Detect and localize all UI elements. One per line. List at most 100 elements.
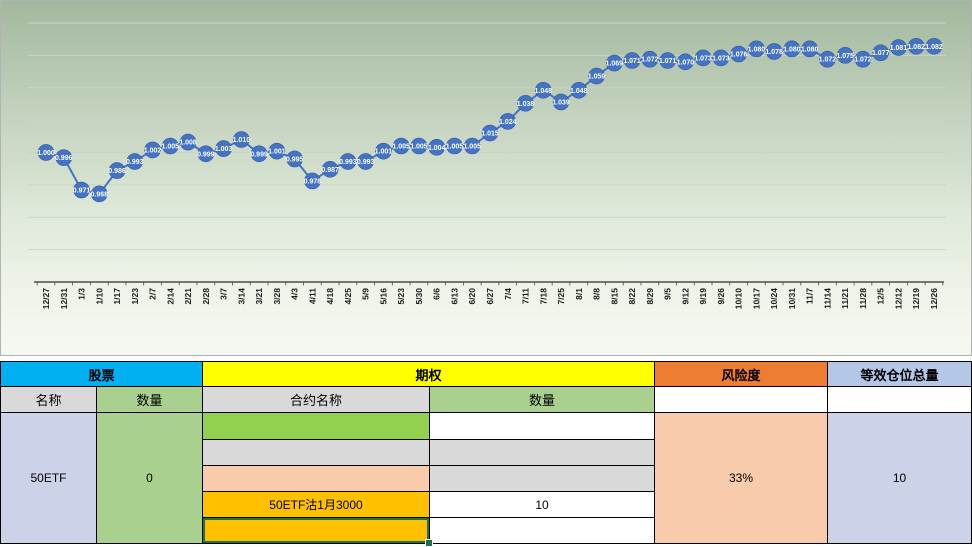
svg-text:1.000: 1.000 [37, 150, 55, 157]
svg-text:10/31: 10/31 [787, 288, 797, 310]
svg-text:12/19: 12/19 [911, 288, 921, 310]
svg-text:1.008: 1.008 [179, 140, 197, 147]
svg-text:11/14: 11/14 [822, 288, 832, 309]
positions-table: 股票 期权 风险度 等效仓位总量 名称 数量 合约名称 数量 50ETF 0 5… [0, 361, 972, 547]
svg-text:8/15: 8/15 [609, 288, 619, 305]
svg-text:1.073: 1.073 [712, 55, 730, 62]
contract-qty-cell-4[interactable]: 10 [430, 492, 655, 518]
svg-text:1.003: 1.003 [215, 146, 233, 153]
contract-qty-cell-1[interactable] [430, 413, 655, 440]
svg-text:1.080: 1.080 [801, 46, 819, 53]
contract-name-subheader[interactable]: 合约名称 [203, 387, 430, 413]
data-labels: 1.0000.9960.9710.9680.9860.9931.0021.005… [37, 44, 943, 199]
svg-text:1/3: 1/3 [77, 288, 87, 300]
svg-text:1.072: 1.072 [819, 57, 837, 64]
net-value-chart[interactable]: 1.000 0.996 0.971 0.968 0.986 0.993 1.002 1.005… [0, 0, 972, 356]
svg-text:12/26: 12/26 [929, 288, 939, 310]
svg-text:0.987: 0.987 [321, 167, 339, 174]
svg-text:1.001: 1.001 [268, 149, 286, 156]
contract-name-cell-2[interactable] [203, 440, 430, 466]
svg-text:1.082: 1.082 [907, 44, 925, 51]
svg-text:0.993: 0.993 [357, 159, 375, 166]
risk-header[interactable]: 风险度 [655, 362, 828, 387]
svg-text:1.059: 1.059 [588, 74, 606, 81]
svg-text:4/11: 4/11 [307, 288, 317, 304]
risk-value-cell[interactable]: 33% [655, 413, 828, 544]
svg-text:5/23: 5/23 [396, 288, 406, 305]
contract-name-cell-3[interactable] [203, 466, 430, 492]
svg-text:1.005: 1.005 [162, 144, 180, 151]
svg-text:5/16: 5/16 [378, 288, 388, 305]
svg-text:6/13: 6/13 [449, 288, 459, 305]
svg-text:2/21: 2/21 [183, 288, 193, 305]
svg-text:1.010: 1.010 [233, 137, 251, 144]
contract-name-cell-5-selected[interactable] [203, 518, 433, 547]
svg-text:4/18: 4/18 [325, 288, 335, 305]
svg-text:3/14: 3/14 [236, 288, 246, 305]
x-axis [34, 281, 944, 286]
svg-text:1.039: 1.039 [552, 99, 570, 106]
svg-text:12/27: 12/27 [41, 288, 51, 310]
svg-text:1.072: 1.072 [641, 57, 659, 64]
svg-text:1.082: 1.082 [925, 44, 943, 51]
svg-text:12/12: 12/12 [893, 288, 903, 310]
svg-text:0.995: 0.995 [286, 156, 304, 163]
svg-text:1.075: 1.075 [836, 53, 854, 60]
contract-name-cell-4[interactable]: 50ETF沽1月3000 [203, 492, 430, 518]
svg-text:1.071: 1.071 [659, 58, 677, 65]
svg-text:6/20: 6/20 [467, 288, 477, 305]
svg-text:9/5: 9/5 [663, 288, 673, 300]
x-axis-labels: 12/27 12/31 1/3 1/10 1/17 1/23 2/7 2/14 2/21 2/28… [41, 288, 939, 310]
svg-text:5/9: 5/9 [361, 288, 371, 300]
svg-text:3/7: 3/7 [219, 288, 229, 300]
svg-text:7/11: 7/11 [521, 288, 531, 304]
svg-text:1.080: 1.080 [748, 46, 766, 53]
svg-text:11/28: 11/28 [858, 288, 868, 309]
equivalent-position-header[interactable]: 等效仓位总量 [828, 362, 972, 387]
svg-text:1/17: 1/17 [112, 288, 122, 305]
equivalent-value-cell[interactable]: 10 [828, 413, 972, 544]
svg-text:9/12: 9/12 [680, 288, 690, 305]
svg-text:2/7: 2/7 [148, 288, 158, 300]
svg-text:0.999: 0.999 [250, 151, 268, 158]
name-subheader[interactable]: 名称 [1, 387, 97, 413]
contract-qty-cell-2[interactable] [430, 440, 655, 466]
svg-text:3/21: 3/21 [254, 288, 264, 305]
svg-text:1.073: 1.073 [694, 55, 712, 62]
svg-text:1.005: 1.005 [410, 144, 428, 151]
svg-text:6/6: 6/6 [432, 288, 442, 300]
contract-name-cell-1[interactable] [203, 413, 430, 440]
svg-text:1.005: 1.005 [446, 144, 464, 151]
svg-text:1.024: 1.024 [499, 119, 517, 126]
risk-empty-cell[interactable] [655, 387, 828, 413]
svg-text:1.078: 1.078 [765, 49, 783, 56]
contract-qty-cell-5[interactable] [430, 518, 655, 544]
stock-qty-cell[interactable]: 0 [97, 413, 203, 544]
svg-text:1.070: 1.070 [677, 59, 695, 66]
svg-text:1.015: 1.015 [481, 131, 499, 138]
stock-qty-subheader[interactable]: 数量 [97, 387, 203, 413]
option-qty-subheader[interactable]: 数量 [430, 387, 655, 413]
svg-text:10/24: 10/24 [769, 288, 779, 310]
svg-text:10/17: 10/17 [751, 288, 761, 310]
svg-text:1.077: 1.077 [872, 50, 890, 57]
stock-name-cell[interactable]: 50ETF [1, 413, 97, 544]
svg-text:0.996: 0.996 [55, 155, 73, 162]
svg-text:10/10: 10/10 [734, 288, 744, 310]
svg-text:4/25: 4/25 [343, 288, 353, 305]
svg-text:0.968: 0.968 [91, 191, 109, 198]
gridlines [28, 22, 946, 251]
markers [37, 37, 943, 203]
svg-text:12/31: 12/31 [59, 288, 69, 310]
svg-text:1.072: 1.072 [854, 57, 872, 64]
stock-header[interactable]: 股票 [1, 362, 203, 387]
svg-text:1.071: 1.071 [623, 58, 641, 65]
svg-text:3/28: 3/28 [272, 288, 282, 305]
svg-text:7/4: 7/4 [503, 288, 513, 300]
svg-text:0.978: 0.978 [304, 178, 322, 185]
option-header[interactable]: 期权 [203, 362, 655, 387]
svg-text:4/3: 4/3 [290, 288, 300, 300]
contract-qty-cell-3[interactable] [430, 466, 655, 492]
equivalent-empty-cell[interactable] [828, 387, 972, 413]
